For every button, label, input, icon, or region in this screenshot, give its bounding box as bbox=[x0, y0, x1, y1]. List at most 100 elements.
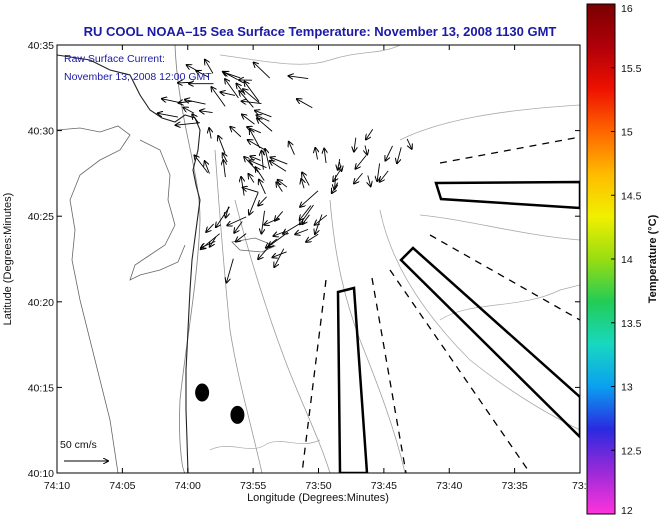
current-vector bbox=[324, 149, 326, 164]
current-vector bbox=[201, 240, 216, 247]
overlay-label-line2: November 13, 2008 12:00 GMT bbox=[64, 71, 212, 83]
current-vector bbox=[283, 223, 301, 234]
coastline-inland bbox=[129, 139, 186, 281]
current-vector bbox=[259, 180, 266, 195]
bathymetry-contour bbox=[234, 199, 331, 473]
current-vector bbox=[221, 92, 236, 95]
bathymetry-contour bbox=[379, 209, 580, 431]
colorbar-tick-label: 12 bbox=[621, 505, 633, 517]
current-vector bbox=[205, 161, 210, 174]
x-tick-label: 73:50 bbox=[305, 480, 331, 492]
current-vector bbox=[250, 156, 261, 160]
site-markers bbox=[195, 383, 245, 424]
current-vector bbox=[275, 211, 284, 220]
current-vector bbox=[196, 71, 210, 78]
site-marker-station-b bbox=[230, 405, 245, 424]
bathymetry-contour bbox=[174, 45, 201, 473]
current-vector bbox=[406, 138, 412, 149]
current-vector bbox=[380, 170, 389, 182]
current-vector bbox=[230, 127, 242, 138]
scale-arrow-label: 50 cm/s bbox=[60, 439, 97, 451]
wedge-outline bbox=[399, 246, 580, 439]
current-vector bbox=[162, 99, 182, 104]
bathymetry-contour bbox=[329, 199, 406, 473]
current-vector bbox=[257, 118, 273, 132]
current-vector bbox=[354, 172, 363, 183]
current-vector bbox=[377, 163, 379, 181]
colorbar bbox=[586, 3, 616, 515]
current-vector bbox=[302, 172, 310, 186]
current-vector bbox=[257, 115, 270, 122]
colorbar-tick-label: 13 bbox=[621, 382, 633, 394]
current-vector bbox=[249, 160, 267, 169]
plot-area bbox=[57, 45, 580, 473]
current-vector bbox=[243, 188, 259, 193]
current-vector bbox=[254, 63, 271, 79]
current-vector bbox=[211, 87, 226, 107]
current-vector bbox=[243, 89, 260, 104]
current-vector bbox=[242, 115, 255, 125]
x-tick-label: 74:10 bbox=[44, 480, 70, 492]
current-vector bbox=[332, 182, 339, 193]
current-vector bbox=[236, 233, 247, 242]
current-vector bbox=[258, 247, 269, 259]
dashed-transect bbox=[429, 234, 580, 321]
current-vector bbox=[274, 248, 285, 267]
current-vector bbox=[185, 100, 206, 105]
site-marker-station-a bbox=[195, 383, 210, 402]
current-vector bbox=[225, 79, 239, 99]
current-vector bbox=[354, 137, 356, 152]
current-vector bbox=[258, 196, 267, 206]
bathymetry-contour bbox=[419, 214, 580, 241]
dashed-transect bbox=[371, 277, 407, 473]
y-tick-label: 40:15 bbox=[28, 382, 54, 394]
current-vector bbox=[261, 210, 264, 234]
current-vector bbox=[300, 205, 312, 220]
current-vector bbox=[242, 101, 262, 103]
x-tick-label: 74:05 bbox=[109, 480, 135, 492]
current-vector bbox=[218, 136, 226, 154]
colorbar-tick-label: 16 bbox=[621, 3, 633, 15]
bathymetry-contour bbox=[399, 104, 580, 141]
current-vector bbox=[194, 155, 209, 173]
y-tick-label: 40:25 bbox=[28, 211, 54, 223]
current-vector bbox=[270, 161, 287, 172]
current-vector bbox=[385, 145, 393, 161]
current-vector bbox=[248, 174, 255, 183]
current-vector bbox=[223, 160, 225, 178]
current-vector bbox=[178, 82, 193, 83]
bathymetry-contour bbox=[439, 284, 580, 321]
wedge-outline bbox=[336, 286, 369, 473]
current-vector bbox=[366, 128, 374, 139]
current-vector bbox=[255, 111, 272, 118]
bathymetry-contour bbox=[209, 439, 321, 451]
current-vector bbox=[300, 204, 314, 224]
map-layer bbox=[57, 45, 580, 473]
x-tick-label: 74:00 bbox=[175, 480, 201, 492]
current-vector bbox=[176, 123, 200, 125]
current-vector bbox=[192, 114, 200, 124]
current-vector bbox=[205, 60, 214, 74]
y-tick-label: 40:35 bbox=[28, 40, 54, 52]
x-axis-label: Longitude (Degrees:Minutes) bbox=[247, 492, 389, 504]
dashed-transect bbox=[389, 269, 531, 473]
current-vector bbox=[250, 129, 261, 149]
colorbar-ticks: 16 15.5 15 14.5 14 13.5 13 12.5 12 bbox=[611, 3, 642, 517]
current-vector bbox=[241, 177, 244, 196]
current-vector bbox=[209, 128, 211, 139]
current-vector bbox=[295, 228, 309, 234]
colorbar-tick-label: 14 bbox=[621, 254, 633, 266]
colorbar-tick-label: 12.5 bbox=[621, 445, 642, 457]
current-vector bbox=[247, 127, 261, 134]
colorbar-tick-label: 13.5 bbox=[621, 318, 642, 330]
current-vector bbox=[224, 72, 241, 79]
current-vector bbox=[272, 251, 287, 257]
current-vector bbox=[278, 180, 288, 188]
x-tick-label: 73:55 bbox=[240, 480, 266, 492]
colorbar-tick-label: 15 bbox=[621, 127, 633, 139]
wedge-outline bbox=[434, 180, 580, 210]
current-vector bbox=[268, 231, 289, 246]
current-vector bbox=[206, 223, 215, 232]
y-tick-label: 40:10 bbox=[28, 468, 54, 480]
